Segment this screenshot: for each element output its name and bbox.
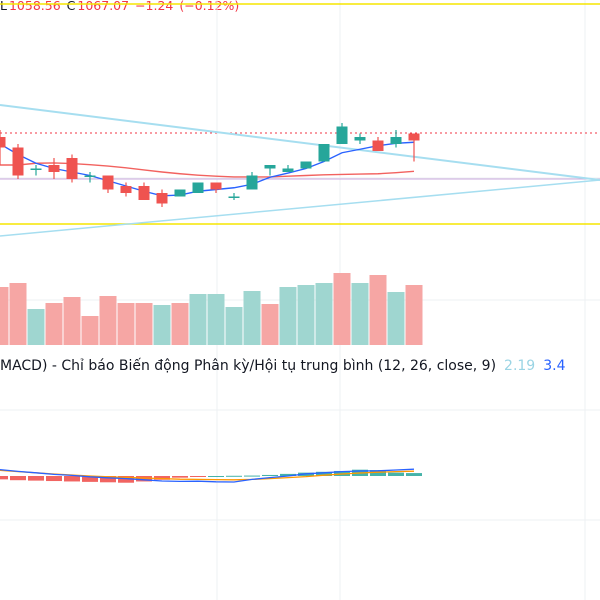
volume-bar (135, 303, 153, 345)
candle-body (354, 137, 366, 141)
volume-bar (387, 292, 405, 345)
macd-histogram-bar (262, 474, 278, 476)
volume-bar (99, 296, 117, 345)
candle-body (408, 133, 420, 141)
candle-body (210, 182, 222, 190)
macd-histogram-bar (82, 476, 98, 482)
macd-histogram-bar (190, 476, 206, 477)
macd-histogram-bar (406, 473, 422, 476)
volume-bar (261, 304, 279, 345)
macd-histogram-bar (244, 475, 260, 477)
candle-body (30, 168, 42, 170)
volume-bar (9, 283, 27, 345)
volume-bar (189, 294, 207, 345)
trend-lines (0, 104, 600, 237)
candle-body (102, 175, 114, 190)
candle-body (282, 168, 294, 172)
volume-bar (0, 287, 9, 345)
volume-bar (153, 305, 171, 345)
macd-histogram-bar (370, 470, 386, 476)
volume-bar (207, 294, 225, 345)
candle-body (372, 140, 384, 151)
volume-bar (117, 303, 135, 345)
volume-bar (279, 287, 297, 345)
volume-bar (351, 283, 369, 345)
volume-bar (81, 316, 99, 345)
macd-histogram-bar (28, 476, 44, 481)
macd-line (0, 468, 415, 483)
macd-legend[interactable]: MACD) - Chỉ báo Biến động Phân kỳ/Hội tụ… (0, 358, 565, 374)
macd-histogram-bar (100, 476, 116, 483)
fast-ma-line (0, 141, 415, 197)
volume-bar (297, 285, 315, 345)
volume-bar (243, 291, 261, 345)
macd-histogram-bar (46, 476, 62, 482)
candles (0, 123, 420, 207)
macd-histogram-bar (280, 473, 296, 476)
candle-body (138, 186, 150, 200)
macd-histogram-bar (226, 475, 242, 477)
candle-body (120, 186, 132, 193)
macd-histogram-bar (208, 476, 224, 477)
macd-histogram-bar (154, 476, 170, 480)
candle-body (318, 144, 330, 162)
macd-histogram-bar (136, 476, 152, 482)
candle-body (192, 182, 204, 193)
candle-body (228, 196, 240, 198)
macd-histogram-bar (118, 476, 134, 483)
volume-bar (225, 307, 243, 345)
lower-trendline (0, 179, 600, 237)
candle-body (0, 137, 6, 148)
candle-body (390, 137, 402, 144)
volume-bars (0, 273, 423, 345)
candle-body (66, 158, 78, 179)
volume-bar (333, 273, 351, 345)
upper-trendline (0, 104, 600, 181)
close-label: C (66, 0, 76, 13)
candle-body (336, 126, 348, 144)
level-lines (0, 3, 600, 225)
low-label: L (0, 0, 7, 13)
candle-body (174, 189, 186, 197)
macd-pane (0, 468, 422, 483)
macd-value-2: 3.4 (543, 358, 566, 374)
macd-histogram-bar (10, 476, 26, 481)
moving-averages (0, 141, 415, 197)
macd-value-1: 2.19 (504, 358, 536, 374)
volume-bar (45, 303, 63, 345)
macd-histogram-bar (64, 476, 80, 482)
candle-body (48, 165, 60, 172)
volume-bar (171, 303, 189, 345)
volume-bar (369, 275, 387, 345)
macd-histogram-bar (172, 476, 188, 478)
candle-body (300, 161, 312, 169)
candle-body (264, 165, 276, 169)
macd-histogram-bar (388, 472, 404, 476)
macd-histogram-bar (0, 476, 8, 480)
volume-bar (405, 285, 423, 345)
candle-body (84, 175, 96, 177)
candle-body (12, 147, 24, 176)
volume-bar (315, 283, 333, 345)
volume-bar (27, 309, 45, 345)
candle-body (246, 175, 258, 190)
macd-title: MACD) - Chỉ báo Biến động Phân kỳ/Hội tụ… (0, 358, 497, 374)
candle-body (156, 193, 168, 204)
volume-bar (63, 297, 81, 345)
macd-histogram-bar (316, 471, 332, 476)
